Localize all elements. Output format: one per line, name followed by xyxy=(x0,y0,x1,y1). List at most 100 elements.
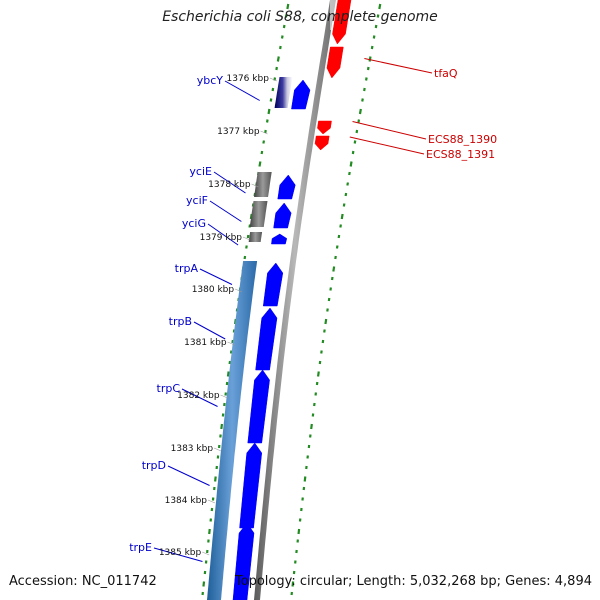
inner-tick xyxy=(276,56,280,62)
genome-summary: Topology: circular; Length: 5,032,268 bp… xyxy=(234,574,592,589)
backbone-highlight xyxy=(330,0,336,30)
backbone-strip xyxy=(254,0,336,600)
scale-label: 1381 kbp xyxy=(184,338,227,348)
content-track xyxy=(207,77,293,600)
gene-ECS88_1390 xyxy=(317,120,332,135)
yciF-content-block xyxy=(249,201,268,227)
gene-label-ECS88_1390: ECS88_1390 xyxy=(428,133,497,146)
gene-label-trpC: trpC xyxy=(157,382,181,395)
outer-tick xyxy=(364,77,368,81)
gene-leader-trpC xyxy=(181,388,218,407)
outer-tick xyxy=(332,266,336,272)
inner-tick xyxy=(282,24,286,29)
inner-tick xyxy=(214,476,217,482)
yciE-content-block xyxy=(254,172,272,197)
outer-tick xyxy=(366,66,370,71)
backbone xyxy=(254,0,336,600)
inner-tick xyxy=(265,119,269,123)
scale-label: 1377 kbp xyxy=(217,127,260,137)
scale-labels: 1376 kbp 1377 kbp 1378 kbp 1379 kbp 1380 kbp… xyxy=(159,74,278,558)
scale-label: 1380 kbp xyxy=(192,285,235,295)
gene-leader-trpD xyxy=(167,465,210,486)
gene-label-trpA: trpA xyxy=(175,262,199,275)
gene-label-yciE: yciE xyxy=(189,165,212,178)
gene-label-tfaQ: tfaQ xyxy=(434,67,458,80)
outer-tick xyxy=(344,192,348,197)
outer-tick xyxy=(351,150,355,155)
gene-label-trpD: trpD xyxy=(142,459,166,472)
outer-tick xyxy=(310,423,313,430)
outer-tick xyxy=(349,161,353,167)
outer-tick-ring xyxy=(290,3,382,596)
gene-leader-yciE xyxy=(213,171,246,194)
gene-leader-trpA xyxy=(199,268,233,285)
outer-tick xyxy=(353,140,357,144)
gene-ybcY xyxy=(291,79,311,110)
outer-tick xyxy=(324,318,328,325)
inner-tick xyxy=(258,161,262,167)
outer-tick xyxy=(340,213,344,220)
inner-tick xyxy=(262,140,266,144)
inner-tick xyxy=(208,528,211,535)
gene-trpB xyxy=(255,307,278,371)
inner-tick xyxy=(279,45,282,50)
gene-leader-trpE xyxy=(153,547,203,562)
gene-ECS88_1391 xyxy=(314,135,330,151)
gene-rev-0 xyxy=(332,0,352,45)
outer-tick xyxy=(374,24,378,29)
gene-leader-ECS88_1391 xyxy=(349,136,425,155)
yciG-content-block xyxy=(248,232,263,242)
inner-tick xyxy=(275,66,278,71)
gene-trpC xyxy=(247,369,270,444)
scale-leader xyxy=(220,394,228,399)
gene-leader-ybcY xyxy=(224,80,260,101)
scale-leader xyxy=(234,288,243,293)
accession-label: Accession: NC_011742 xyxy=(9,574,157,589)
scale-label: 1378 kbp xyxy=(208,180,251,190)
scale-label: 1385 kbp xyxy=(159,548,202,558)
outer-tick xyxy=(342,203,346,207)
scale-label: 1379 kbp xyxy=(200,233,243,243)
inner-tick xyxy=(202,581,206,587)
trp-content-bar xyxy=(207,261,258,600)
gene-label-trpB: trpB xyxy=(169,315,192,328)
gene-label-yciF: yciF xyxy=(186,194,208,207)
inner-tick xyxy=(271,87,275,92)
inner-tick xyxy=(269,98,273,102)
outer-tick xyxy=(363,87,366,92)
gene-yciE xyxy=(277,174,296,200)
scale-leader xyxy=(202,551,210,556)
inner-tick xyxy=(264,129,267,134)
gene-label-yciG: yciG xyxy=(182,217,206,230)
map-title: Escherichia coli S88, complete genome xyxy=(162,9,438,25)
scale-leader xyxy=(227,341,235,346)
outer-tick xyxy=(368,56,372,62)
scale-leader xyxy=(260,130,268,135)
gene-yciF xyxy=(273,202,292,229)
inner-tick xyxy=(267,108,271,115)
gene-trpA xyxy=(262,262,284,307)
outer-tick xyxy=(348,171,351,176)
outer-tick xyxy=(372,35,376,39)
outer-tick xyxy=(376,14,380,18)
gene-label-ECS88_1391: ECS88_1391 xyxy=(426,148,495,161)
scale-label: 1384 kbp xyxy=(165,496,208,506)
inner-tick xyxy=(260,150,264,155)
inner-tick xyxy=(284,14,288,18)
outer-tick xyxy=(370,45,374,50)
inner-tick xyxy=(226,371,230,377)
gene-labels: ybcY yciE yciF yciG trpA trpB trpC trpD trpE tfaQ… xyxy=(129,58,497,562)
outer-tick xyxy=(303,476,307,482)
gene-leader-yciG xyxy=(207,223,239,246)
scale-leader xyxy=(213,447,222,452)
gene-label-ybcY: ybcY xyxy=(197,74,224,87)
gene-label-trpE: trpE xyxy=(129,541,152,554)
scale-leader xyxy=(207,499,216,504)
outer-tick xyxy=(357,119,361,123)
outer-tick xyxy=(316,371,320,377)
inner-tick xyxy=(220,423,224,430)
gene-yciG xyxy=(271,233,288,245)
gene-tfaQ xyxy=(326,46,344,79)
inner-tick xyxy=(286,3,290,10)
